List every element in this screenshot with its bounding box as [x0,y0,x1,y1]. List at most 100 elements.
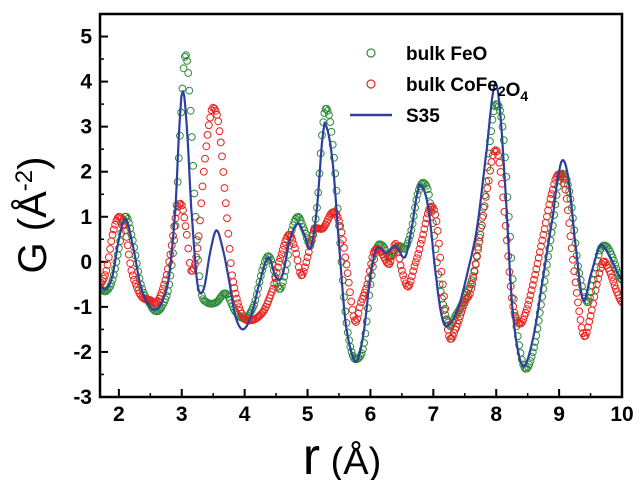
data-point [219,168,228,176]
data-point [184,244,193,253]
data-point [299,267,308,276]
data-point [340,244,348,252]
data-point [521,309,530,317]
data-point [184,69,193,77]
series-s35 [100,80,622,368]
data-point [198,182,207,191]
data-point [585,317,594,326]
data-point [269,285,277,293]
data-point [106,245,114,253]
data-point [545,244,554,253]
data-point [204,121,213,130]
data-point [594,274,602,283]
data-point [103,260,112,269]
x-tick-label: 8 [490,403,502,426]
data-point [108,230,117,239]
data-point [224,229,233,238]
data-point [362,317,371,326]
data-point [274,263,282,272]
data-point [483,184,492,193]
data-point [526,291,535,300]
data-point [165,257,174,266]
data-point [111,220,119,229]
data-point [211,107,220,115]
x-tick-label: 3 [176,403,188,426]
data-point [302,258,311,267]
data-point [185,259,194,267]
data-point [343,269,352,278]
data-point [179,206,187,215]
data-point [433,227,442,235]
data-point [609,277,618,286]
data-point [541,269,550,277]
data-point [615,294,622,303]
legend-label: bulk CoFe2O4 [406,75,528,104]
data-point [541,218,550,227]
data-point [347,297,356,306]
data-point [216,138,225,147]
data-point [232,294,241,303]
data-point [408,272,416,281]
data-point [344,278,353,287]
data-point [331,208,340,217]
data-point [189,264,198,273]
data-point [275,257,284,266]
data-point [122,233,131,241]
data-point [296,216,305,225]
data-point [396,261,405,270]
data-point [102,266,111,275]
data-point [470,267,479,276]
data-point [421,219,430,228]
data-point [616,274,622,282]
data-point [523,364,531,373]
data-point [342,260,351,269]
data-point [592,280,601,289]
data-point [194,232,203,241]
data-point [465,290,474,298]
data-point [413,254,421,263]
data-point [501,221,510,230]
data-point [584,297,593,306]
plot-frame [98,12,624,399]
data-point [416,239,425,248]
data-point [399,271,408,280]
data-point [538,236,547,245]
data-point [504,212,513,221]
data-point [220,184,229,192]
data-point [432,217,441,226]
data-point [484,176,493,185]
data-point [503,236,511,245]
data-point [154,297,162,305]
data-point [457,308,466,317]
data-point [595,269,604,278]
data-point [441,304,450,313]
data-point [264,252,273,261]
legend-label: S35 [406,106,440,127]
data-point [530,275,538,284]
data-point [346,288,354,297]
data-point [515,341,523,350]
data-point [525,296,534,305]
data-point [474,243,483,251]
data-point [183,57,192,65]
data-point [303,253,312,262]
data-point [341,253,350,262]
data-point [531,270,539,279]
data-point [500,207,509,216]
data-point [279,278,287,286]
data-point [499,136,508,145]
data-point [355,303,364,312]
data-point [126,259,135,268]
data-point [524,301,532,309]
data-point [277,282,286,291]
data-point [516,319,525,328]
y-tick-label: 3 [80,116,92,139]
data-point [328,140,337,149]
data-point [486,166,495,175]
data-point [606,270,615,278]
data-point [583,298,592,307]
data-point [293,256,302,265]
y-tick-label: -2 [73,341,92,364]
data-point [107,237,116,246]
